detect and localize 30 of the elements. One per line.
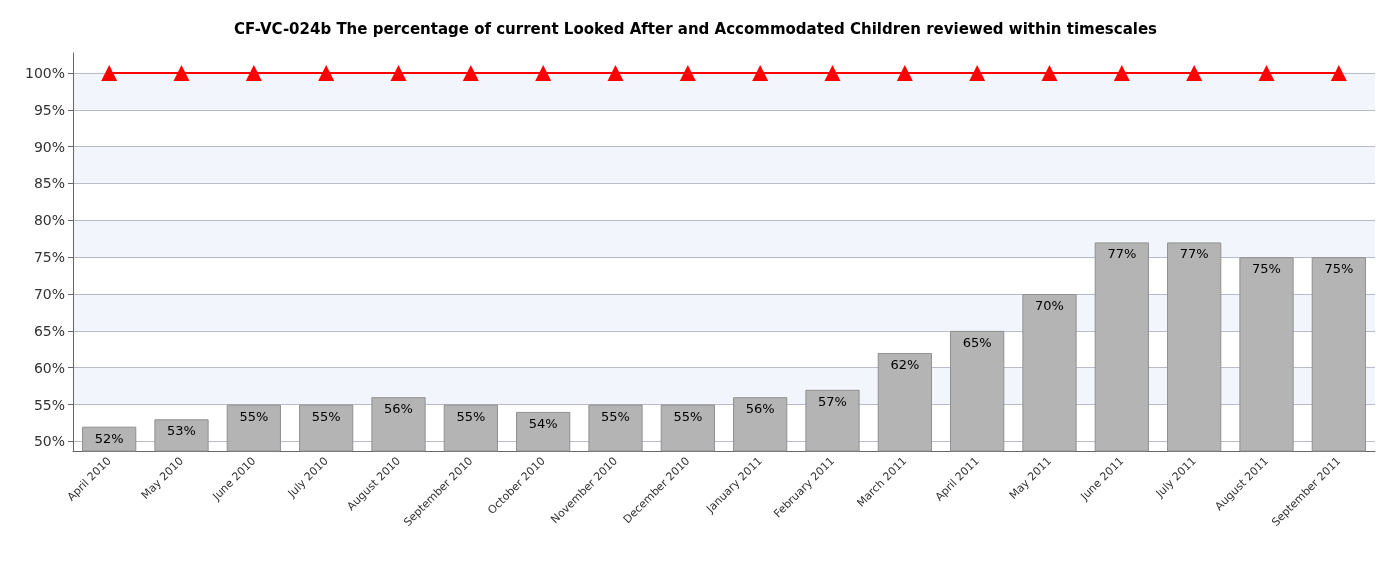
y-tick-label: 50% [33,433,65,450]
y-tick-label: 75% [33,249,65,266]
y-tick-label: 55% [33,396,65,413]
data-label: 54% [528,415,558,431]
data-label: 62% [890,356,920,372]
y-tick-label: 70% [33,286,65,303]
data-label: 77% [1179,246,1209,262]
y-tick-label: 90% [33,138,65,155]
data-label: 57% [818,393,847,409]
data-label: 52% [94,430,124,446]
chart-title: CF-VC-024b The percentage of current Looked After and Accommodated Children reviewed within timescales [233,19,1158,38]
data-label: 56% [384,401,413,417]
data-label: 55% [311,408,341,424]
y-tick-label: 60% [33,359,65,376]
y-tick-label: 95% [33,101,65,118]
data-label: 75% [1252,261,1281,277]
data-label: 55% [601,408,630,424]
data-label: 77% [1107,246,1137,262]
y-tick-label: 100% [24,64,65,81]
data-label: 75% [1324,261,1354,277]
data-label: 70% [1035,298,1064,314]
data-label: 53% [167,423,196,439]
y-tick-label: 80% [33,212,65,229]
data-label: 65% [962,334,992,350]
y-tick-label: 85% [33,175,65,192]
data-label: 55% [673,408,703,424]
data-label: 55% [239,408,269,424]
data-label: 55% [456,408,486,424]
data-label: 56% [745,401,775,417]
y-tick-label: 65% [33,322,65,339]
